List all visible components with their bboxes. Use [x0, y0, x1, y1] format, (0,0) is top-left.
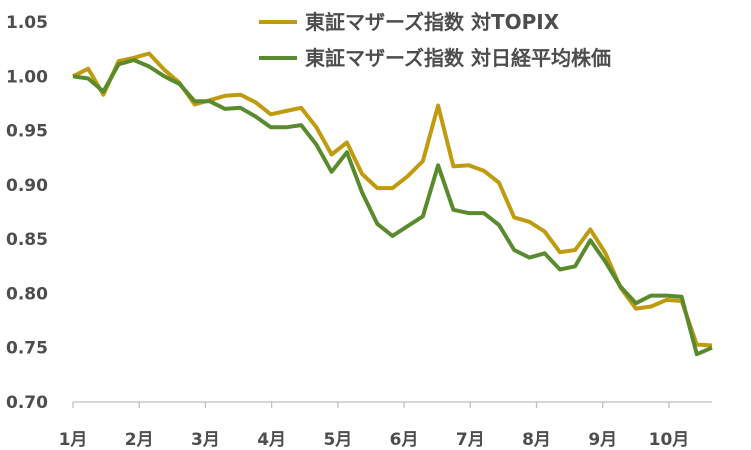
series-lines [72, 51, 713, 357]
x-tick-label: 8月 [522, 430, 551, 450]
y-tick-label: 0.90 [6, 176, 48, 196]
series-line-1 [72, 51, 713, 348]
y-tick-label: 0.80 [6, 284, 48, 304]
legend-label: 東証マザーズ指数 対TOPIX [305, 10, 560, 34]
series-line-2 [72, 58, 713, 357]
x-tick-label: 7月 [456, 430, 485, 450]
x-tick-label: 3月 [191, 430, 220, 450]
y-tick-label: 0.95 [6, 122, 48, 142]
y-axis-ticks: 1.05 1.00 0.95 0.90 0.85 0.80 0.75 0.70 [6, 13, 48, 413]
legend-label: 東証マザーズ指数 対日経平均株価 [305, 46, 611, 70]
x-tick-label: 5月 [323, 430, 352, 450]
x-tick-label: 9月 [588, 430, 617, 450]
x-tick-label: 10月 [649, 430, 690, 450]
x-axis: 1月 2月 3月 4月 5月 6月 7月 8月 9月 10月 [59, 401, 712, 450]
x-tick-label: 1月 [59, 430, 88, 450]
y-tick-label: 0.85 [6, 230, 48, 250]
y-tick-label: 1.00 [6, 67, 48, 87]
x-tick-label: 6月 [390, 430, 419, 450]
y-tick-label: 0.70 [6, 393, 48, 413]
y-tick-label: 0.75 [6, 339, 48, 359]
legend: 東証マザーズ指数 対TOPIX 東証マザーズ指数 対日経平均株価 [259, 10, 611, 70]
y-tick-label: 1.05 [6, 13, 48, 33]
x-tick-label: 2月 [125, 430, 154, 450]
x-tick-label: 4月 [257, 430, 286, 450]
